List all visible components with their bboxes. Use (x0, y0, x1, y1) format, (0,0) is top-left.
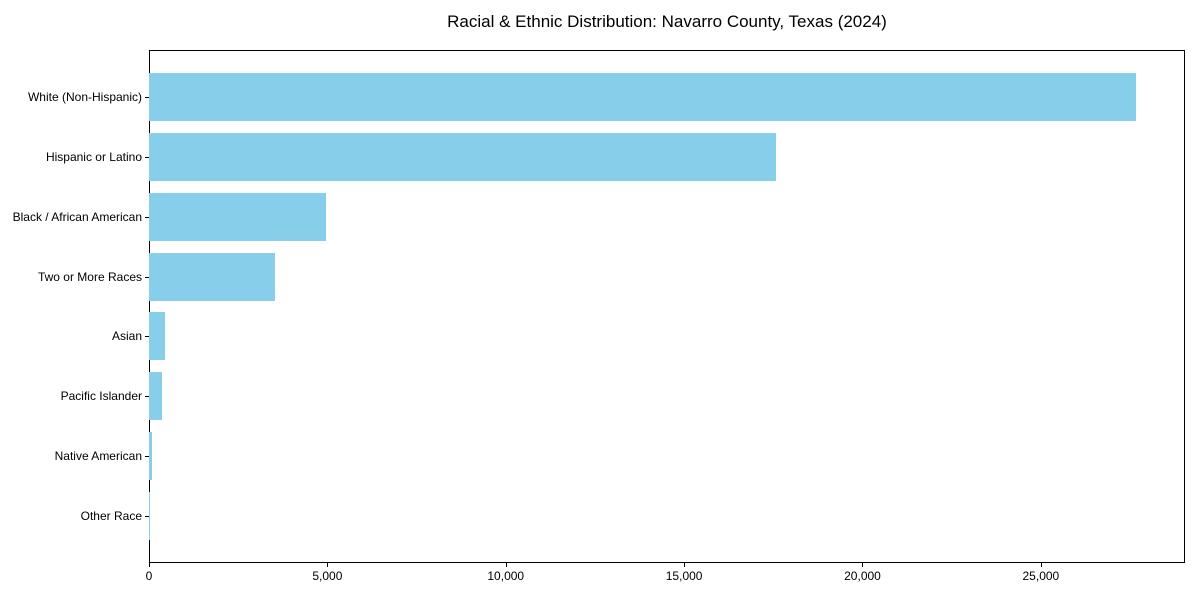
y-tick-mark (145, 157, 149, 159)
x-tick-mark (1040, 563, 1042, 567)
y-tick-label-asian: Asian (111, 329, 142, 344)
x-tick-mark (684, 563, 686, 567)
x-tick-label-0: 0 (145, 569, 153, 583)
x-tick-label-20000: 20,000 (844, 569, 881, 583)
bar-asian (149, 312, 166, 361)
y-tick-label-white-non-hispanic: White (Non-Hispanic) (27, 90, 142, 105)
bar-native-american (149, 432, 153, 480)
y-tick-label-black-african-american: Black / African American (12, 209, 142, 224)
x-tick-mark (327, 563, 329, 567)
y-tick-label-pacific-islander: Pacific Islander (60, 389, 142, 404)
bar-white-non-hispanic (149, 73, 1136, 122)
bar-pacific-islander (149, 372, 162, 421)
plot-area (149, 50, 1185, 563)
y-tick-label-native-american: Native American (54, 448, 142, 463)
y-tick-mark (145, 455, 149, 457)
x-tick-label-25000: 25,000 (1022, 569, 1060, 583)
y-tick-mark (145, 276, 149, 278)
y-tick-label-hispanic-or-latino: Hispanic or Latino (45, 150, 142, 165)
bar-two-or-more-races (149, 252, 275, 301)
bar-black-african-american (149, 192, 326, 241)
bar-hispanic-or-latino (149, 133, 776, 181)
chart-title: Racial & Ethnic Distribution: Navarro Co… (447, 12, 887, 31)
bar-other-race (149, 491, 150, 540)
x-tick-mark (505, 563, 507, 567)
y-tick-label-other-race: Other Race (80, 508, 142, 523)
x-tick-label-10000: 10,000 (487, 569, 525, 583)
y-tick-mark (145, 515, 149, 517)
y-tick-mark (145, 97, 149, 99)
y-tick-label-two-or-more-races: Two or More Races (37, 269, 142, 284)
x-tick-label-5000: 5,000 (312, 569, 343, 583)
x-tick-label-15000: 15,000 (665, 569, 703, 583)
y-tick-mark (145, 396, 149, 398)
y-tick-mark (145, 336, 149, 338)
x-tick-mark (149, 563, 150, 567)
y-tick-mark (145, 216, 149, 218)
x-tick-mark (862, 563, 864, 567)
